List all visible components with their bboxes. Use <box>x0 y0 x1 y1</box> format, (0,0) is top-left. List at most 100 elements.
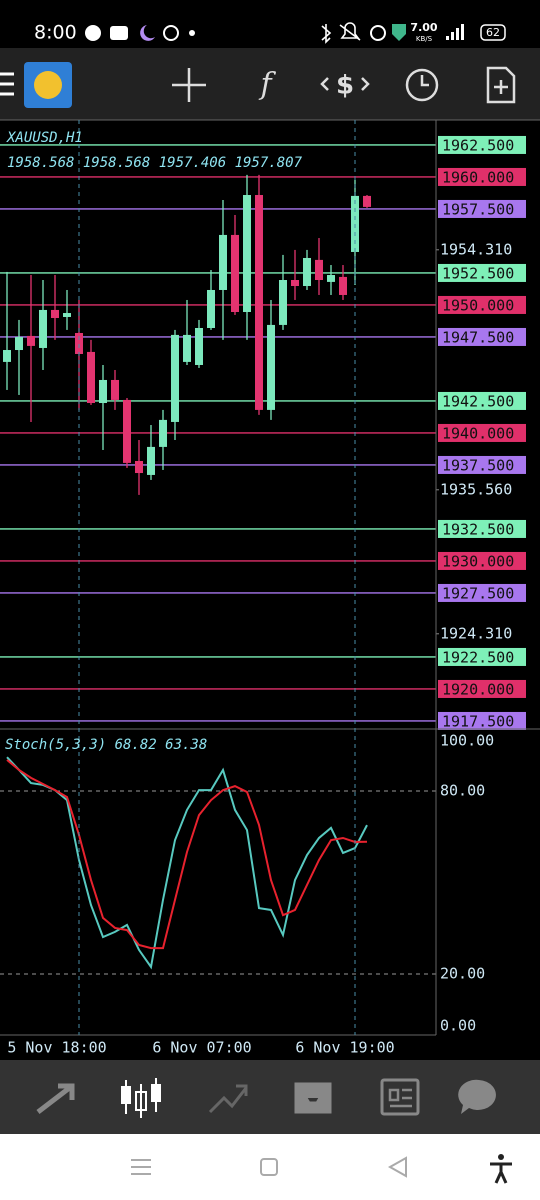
quotes-tab[interactable] <box>36 1083 75 1114</box>
level-label: 1950.000 <box>442 296 514 314</box>
candle-body <box>15 336 23 351</box>
stoch-line <box>6 759 368 950</box>
indicator-title: Stoch(5,3,3) 68.82 63.38 <box>5 737 207 753</box>
status-icon <box>140 25 155 41</box>
level-label: 1920.000 <box>442 680 514 698</box>
level-label: 1942.500 <box>442 392 514 410</box>
level-label-box <box>438 583 526 602</box>
status-bar <box>0 0 540 48</box>
crosshair-button[interactable] <box>172 68 206 102</box>
trade-button[interactable]: $ <box>336 71 354 101</box>
battery-icon <box>480 24 506 41</box>
level-label-box <box>438 519 526 538</box>
candle-body <box>219 234 227 290</box>
candle-body <box>51 309 59 319</box>
candle-body <box>291 280 299 287</box>
level-label-box <box>438 391 526 410</box>
level-label: 1927.500 <box>442 584 514 602</box>
level-label: 1930.000 <box>442 552 514 570</box>
chart-tab-body <box>151 1084 161 1102</box>
app-logo-mark <box>34 71 62 99</box>
new-order-plus <box>494 80 508 94</box>
candle-body <box>39 309 47 348</box>
status-icon <box>85 25 101 41</box>
candle-body <box>87 351 95 404</box>
level-label-box <box>438 199 526 218</box>
level-label: 1957.500 <box>442 200 514 218</box>
bottom-nav <box>0 1060 540 1134</box>
chat-tab[interactable] <box>458 1079 496 1114</box>
level-label-box <box>438 327 526 346</box>
recents-button[interactable] <box>131 1159 151 1175</box>
back-button[interactable] <box>387 1156 407 1178</box>
candle-body <box>255 195 263 410</box>
y-tick-label: 80.00 <box>440 782 485 800</box>
chart: 1962.500 1960.000 1957.500 1952.500 1950.000… <box>0 135 526 1035</box>
news-tab[interactable] <box>380 1078 420 1116</box>
level-label: 1952.500 <box>442 264 514 282</box>
chart-tab-body <box>121 1086 131 1104</box>
level-label: 1922.500 <box>442 648 514 666</box>
candle-body <box>183 334 191 362</box>
candle-body <box>195 328 203 365</box>
menu-button[interactable] <box>0 72 14 96</box>
stoch-line <box>6 756 368 970</box>
candle-body <box>147 446 155 475</box>
x-tick-label: 6 Nov 19:00 <box>295 1039 394 1057</box>
status-icon <box>163 25 179 41</box>
clock: 8:00 <box>34 22 77 44</box>
status-icon <box>110 26 128 40</box>
toolbar <box>0 48 540 120</box>
history-hands <box>420 75 429 87</box>
home-button[interactable] <box>260 1158 278 1176</box>
news-tab-lines <box>388 1088 412 1108</box>
level-label-box <box>438 135 526 154</box>
x-tick-label: 6 Nov 07:00 <box>152 1039 251 1057</box>
candle-body <box>315 259 323 280</box>
candle-body <box>327 275 335 282</box>
trade-button-arrows <box>320 77 370 91</box>
ohlc-text: 1958.568 1958.568 1957.406 1957.807 <box>7 155 303 171</box>
y-tick-label: 1954.310 <box>440 240 512 258</box>
candle-body <box>243 195 251 312</box>
history-button[interactable] <box>405 68 439 102</box>
chart-tab-body <box>135 1091 147 1111</box>
trade-tab[interactable] <box>208 1084 248 1114</box>
bluetooth-icon <box>321 24 332 44</box>
y-tick-label: 1924.310 <box>440 624 512 642</box>
level-label: 1937.500 <box>442 456 514 474</box>
level-label-box <box>438 647 526 666</box>
level-label: 1960.000 <box>442 168 514 186</box>
accessibility-button[interactable] <box>490 1154 512 1184</box>
vpn-icon <box>392 24 406 41</box>
candle-body <box>231 234 239 312</box>
candle-body <box>75 332 83 354</box>
level-label: 1962.500 <box>442 136 514 154</box>
chart-tab[interactable] <box>121 1078 161 1118</box>
candle-body <box>171 334 179 422</box>
level-label: 1940.000 <box>442 424 514 442</box>
accessibility-head <box>498 1154 504 1160</box>
y-tick-label: 100.00 <box>440 732 494 750</box>
level-label-box <box>438 711 526 730</box>
candle-body <box>351 195 359 252</box>
level-label: 1932.500 <box>442 520 514 538</box>
signal-icon <box>446 24 464 40</box>
battery-level: 62 <box>486 26 500 39</box>
level-label-box <box>438 295 526 314</box>
alarm-icon <box>370 25 386 41</box>
candle-body <box>111 379 119 400</box>
net-speed-unit: KB/S <box>416 35 433 43</box>
level-label: 1917.500 <box>442 712 514 730</box>
level-label-box <box>438 679 526 698</box>
system-nav <box>0 1134 540 1200</box>
y-tick-label: 20.00 <box>440 965 485 983</box>
new-order-button[interactable] <box>486 66 516 104</box>
x-tick-label: 5 Nov 18:00 <box>7 1039 106 1057</box>
level-label-box <box>438 423 526 442</box>
candle-body <box>135 460 143 474</box>
history-tab[interactable] <box>294 1082 332 1114</box>
level-label: 1947.500 <box>442 328 514 346</box>
candle-body <box>159 419 167 447</box>
